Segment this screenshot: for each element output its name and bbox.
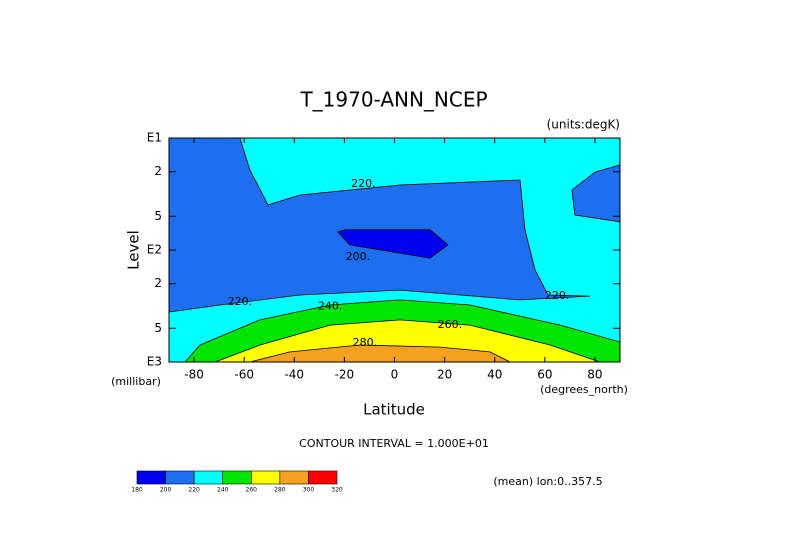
x-tick-label: 60 xyxy=(537,368,552,382)
contour-fill xyxy=(337,229,449,259)
y-tick-label: 5 xyxy=(154,321,162,335)
y-tick-label: E2 xyxy=(147,243,162,257)
colorbar-box xyxy=(308,470,338,485)
x-tick-label: 20 xyxy=(437,368,452,382)
contour-fills xyxy=(169,138,620,362)
contour-label: 200. xyxy=(346,250,371,263)
contour-interval: CONTOUR INTERVAL = 1.000E+01 xyxy=(299,437,489,450)
y-axis-units: (millibar) xyxy=(111,375,161,388)
contour-label: 220. xyxy=(545,289,570,302)
x-tick-label: -60 xyxy=(234,368,254,382)
x-tick-label: 40 xyxy=(487,368,502,382)
x-axis-title: Latitude xyxy=(363,401,425,419)
colorbar-box xyxy=(193,470,224,485)
note: (mean) lon:0..357.5 xyxy=(493,475,602,488)
contour-label: 240. xyxy=(318,300,343,313)
colorbar-box xyxy=(279,470,309,485)
x-tick-label: 80 xyxy=(587,368,602,382)
x-tick-label: -20 xyxy=(335,368,355,382)
colorbar-box xyxy=(136,470,166,485)
contour-fill xyxy=(169,138,590,313)
colorbar-label: 180 xyxy=(131,487,143,494)
x-axis-units: (degrees_north) xyxy=(540,383,628,396)
colorbar-label: 280 xyxy=(274,487,286,494)
units: (units:degK) xyxy=(547,118,620,132)
x-tick-label: 0 xyxy=(391,368,399,382)
y-tick-label: E3 xyxy=(147,355,162,369)
colorbar-label: 320 xyxy=(331,487,343,494)
contour-label: 280. xyxy=(353,336,378,349)
contour-label: 220. xyxy=(351,177,376,190)
colorbar-label: 200 xyxy=(160,487,172,494)
x-tick-label: -80 xyxy=(184,368,204,382)
colorbar-label: 220 xyxy=(188,487,200,494)
contour-label: 260. xyxy=(438,318,463,331)
x-tick-label: -40 xyxy=(284,368,304,382)
plot-area: 220. 200. 220. 240. 260. 280. 220. -80 -60 -40 -20… xyxy=(147,131,621,382)
colorbar-label: 300 xyxy=(303,487,315,494)
contour-label: 220. xyxy=(228,295,253,308)
colorbar-label: 260 xyxy=(246,487,258,494)
contour-fill xyxy=(571,164,620,223)
y-tick-label: 2 xyxy=(154,164,162,178)
y-axis-title: Level xyxy=(125,230,143,270)
colorbar-box xyxy=(250,470,281,485)
colorbar-box xyxy=(222,470,252,485)
colorbar-label: 240 xyxy=(217,487,229,494)
colorbar-box xyxy=(165,470,195,485)
y-tick-label: 5 xyxy=(154,209,162,223)
chart-title: T_1970-ANN_NCEP xyxy=(299,88,487,112)
y-tick-label: E1 xyxy=(147,131,162,145)
y-tick-label: 2 xyxy=(154,276,162,290)
